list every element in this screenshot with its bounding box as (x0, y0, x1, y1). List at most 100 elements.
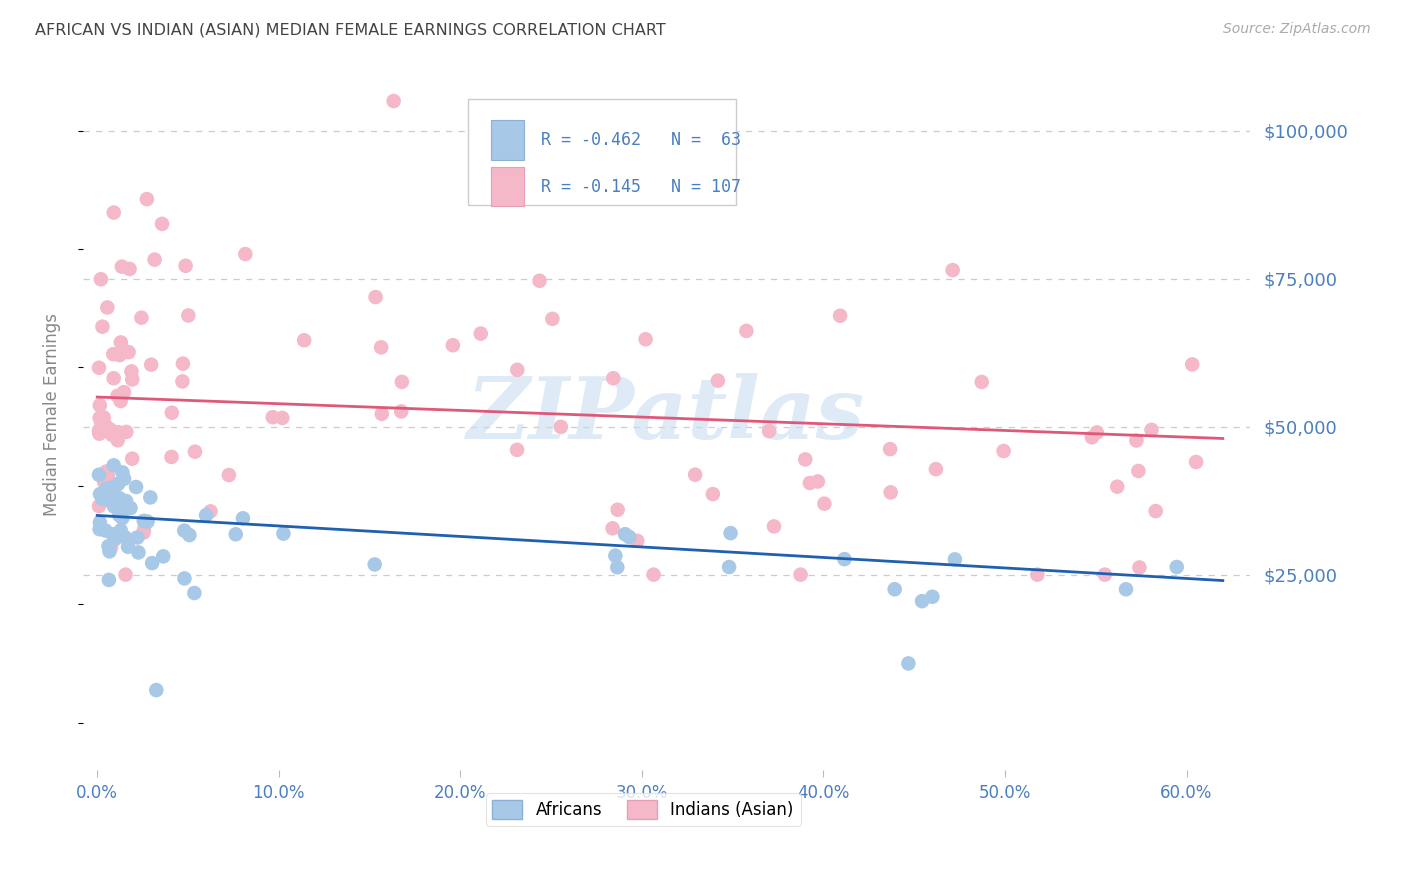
Point (93, 410, 115, 425)
Point (389, 404, 412, 418)
Point (91, 415, 114, 429)
Point (441, 338, 464, 352)
Point (152, 549, 174, 564)
Point (103, 480, 125, 494)
Point (883, 582, 905, 597)
Point (184, 444, 207, 458)
Point (943, 552, 966, 566)
Point (143, 252, 166, 267)
Point (273, 526, 295, 541)
Point (897, 657, 920, 671)
Point (921, 590, 943, 604)
Point (91, 491, 114, 506)
Point (911, 594, 934, 608)
Point (110, 394, 132, 409)
Point (506, 442, 529, 457)
Point (127, 545, 149, 559)
Point (127, 531, 149, 545)
Point (111, 260, 134, 274)
Point (114, 567, 136, 582)
Point (101, 427, 124, 442)
Point (179, 528, 201, 542)
Point (200, 504, 222, 518)
Point (707, 374, 730, 388)
Point (602, 371, 624, 385)
Y-axis label: Median Female Earnings: Median Female Earnings (44, 313, 60, 516)
Point (173, 571, 195, 585)
Point (112, 385, 135, 400)
Point (111, 504, 134, 518)
Point (94, 524, 117, 538)
Point (141, 358, 163, 372)
Point (160, 450, 183, 464)
Point (529, 274, 551, 288)
Text: R = -0.462   N =  63: R = -0.462 N = 63 (541, 131, 741, 149)
Point (879, 442, 901, 456)
Point (132, 514, 155, 528)
Point (135, 192, 157, 206)
Point (87, 499, 110, 513)
Point (619, 530, 641, 544)
Point (103, 205, 125, 219)
Point (117, 540, 139, 554)
Point (172, 357, 194, 371)
Point (925, 462, 948, 476)
Text: R = -0.145   N = 107: R = -0.145 N = 107 (541, 178, 741, 195)
Point (110, 524, 132, 538)
Point (1128, 560, 1150, 574)
Point (90, 272, 112, 286)
Point (115, 494, 138, 508)
Point (174, 259, 197, 273)
Point (718, 560, 741, 574)
Point (125, 480, 148, 494)
FancyBboxPatch shape (491, 120, 524, 160)
Text: ZIPatlas: ZIPatlas (467, 373, 866, 457)
Point (478, 141, 501, 155)
Point (1081, 430, 1104, 444)
Point (90, 414, 112, 428)
Text: AFRICAN VS INDIAN (ASIAN) MEDIAN FEMALE EARNINGS CORRELATION CHART: AFRICAN VS INDIAN (ASIAN) MEDIAN FEMALE … (35, 22, 666, 37)
Point (120, 501, 142, 516)
Point (145, 683, 167, 698)
Point (118, 262, 141, 277)
Point (141, 556, 163, 570)
Point (626, 533, 648, 548)
Point (107, 425, 129, 440)
Point (120, 364, 142, 378)
Point (830, 309, 852, 323)
Point (103, 533, 125, 547)
Point (879, 485, 901, 500)
Point (117, 345, 139, 359)
Point (111, 511, 134, 525)
Point (735, 324, 758, 338)
Point (89, 522, 111, 536)
Point (1181, 358, 1204, 372)
Point (136, 515, 159, 529)
Point (110, 335, 132, 350)
Point (131, 310, 153, 325)
Point (683, 467, 706, 482)
Point (391, 375, 413, 389)
Point (103, 347, 125, 361)
Point (89, 426, 111, 441)
Point (139, 491, 162, 505)
Point (103, 500, 125, 514)
Point (993, 444, 1015, 458)
Point (98, 544, 121, 558)
Point (108, 508, 131, 522)
Point (172, 375, 194, 389)
Point (121, 372, 143, 386)
Point (1115, 582, 1137, 597)
Point (1026, 567, 1049, 582)
Point (94, 465, 117, 479)
Point (89, 398, 111, 412)
Point (1125, 434, 1147, 448)
Point (97, 469, 120, 483)
Point (101, 527, 124, 541)
Point (813, 497, 835, 511)
Point (94, 418, 117, 433)
FancyBboxPatch shape (468, 99, 737, 205)
Point (132, 523, 155, 537)
Point (614, 527, 637, 541)
Point (470, 326, 492, 341)
